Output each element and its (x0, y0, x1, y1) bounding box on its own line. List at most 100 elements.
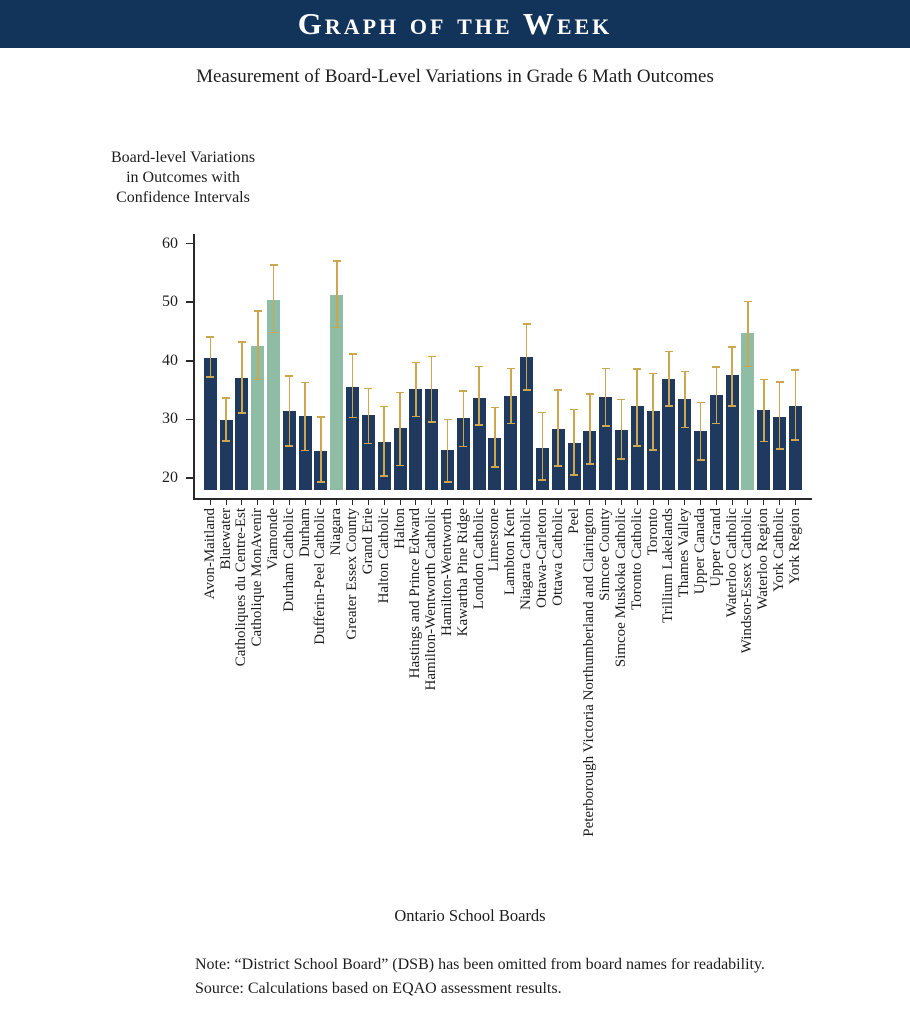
x-tick (731, 499, 733, 505)
error-bar-cap-bottom (554, 465, 563, 468)
x-tick (557, 499, 559, 505)
chart-subtitle: Measurement of Board-Level Variations in… (196, 66, 714, 87)
x-axis-label: Halton Catholic (375, 508, 392, 604)
error-bar (320, 417, 322, 483)
error-bar-cap-bottom (316, 481, 325, 483)
error-bar (383, 406, 386, 477)
y-tick-label: 40 (162, 351, 178, 369)
x-axis-label: Simcoe County (597, 508, 614, 601)
error-bar (573, 409, 575, 476)
bar (757, 409, 771, 490)
bar (282, 410, 296, 490)
banner-title: Graph of the Week (297, 6, 613, 41)
bar (788, 405, 802, 490)
x-axis-label: Thames Valley (676, 508, 693, 598)
x-tick (684, 499, 686, 505)
error-bar (747, 301, 749, 367)
error-bar-cap-top (348, 352, 357, 355)
error-bar-cap-top (301, 381, 310, 384)
error-bar (699, 402, 702, 460)
error-bar-cap-bottom (222, 440, 231, 442)
error-bar-cap-bottom (301, 449, 310, 452)
y-axis-title-line: Board-level Variations (110, 149, 256, 166)
error-bar-cap-bottom (522, 389, 531, 391)
error-bar-cap-top (585, 393, 594, 395)
error-bar-cap-top (680, 370, 689, 373)
error-bar-cap-bottom (396, 464, 405, 467)
error-bar-cap-top (506, 367, 515, 370)
x-axis-label: Niagara Catholic (518, 508, 535, 611)
error-bar (256, 310, 259, 380)
x-tick (636, 499, 638, 505)
bar (425, 388, 439, 490)
x-axis-label: Hamilton-Wentworth (439, 508, 455, 636)
x-axis-label: Kawartha Pine Ridge (454, 508, 471, 637)
error-bar (589, 394, 591, 464)
x-axis-label: Waterloo Catholic (723, 508, 740, 618)
error-bar (336, 261, 338, 328)
error-bar (462, 391, 465, 447)
x-tick (447, 499, 448, 505)
error-bar-cap-bottom (617, 458, 626, 461)
error-bar-cap-bottom (791, 439, 800, 441)
error-bar-cap-bottom (206, 376, 215, 378)
error-bar-cap-top (443, 418, 452, 421)
x-axis-label: Halton (391, 508, 408, 549)
error-bar-cap-top (206, 335, 215, 338)
chart-footer: Note: “District School Board” (DSB) has … (195, 953, 875, 1001)
error-bar-cap-bottom (253, 378, 262, 381)
bar (456, 418, 470, 490)
x-axis-label: Durham (296, 508, 313, 558)
error-bar-cap-top (759, 378, 768, 381)
error-bar-cap-bottom (743, 365, 752, 368)
bar (330, 295, 344, 490)
error-bar (304, 382, 306, 451)
x-tick (573, 499, 575, 505)
error-bar (762, 379, 765, 442)
error-bar-cap-bottom (728, 405, 737, 407)
error-bar-cap-bottom (332, 326, 341, 329)
bar (409, 389, 423, 490)
error-bar-cap-bottom (237, 412, 246, 414)
x-tick (399, 499, 401, 505)
x-tick (431, 499, 433, 505)
error-bar-cap-top (427, 355, 436, 358)
x-tick (367, 499, 369, 505)
error-bar (636, 368, 639, 446)
x-axis-label: Limestone (486, 508, 503, 572)
error-bar-cap-bottom (759, 440, 768, 443)
error-bar-cap-top (554, 389, 563, 391)
x-tick (668, 499, 670, 505)
error-bar (794, 370, 797, 440)
error-bar-cap-bottom (570, 474, 579, 476)
error-bar-cap-top (475, 365, 484, 368)
x-tick (478, 499, 480, 505)
error-bar-cap-top (411, 361, 420, 364)
error-bar-cap-top (316, 416, 325, 418)
error-bar (668, 351, 670, 406)
x-tick (241, 499, 243, 505)
error-bar (209, 336, 212, 378)
error-bar-cap-bottom (712, 422, 721, 425)
error-bar-cap-top (664, 350, 673, 353)
y-tick (186, 301, 193, 303)
x-tick (652, 499, 654, 505)
error-bar-cap-top (633, 368, 642, 370)
bar (267, 299, 281, 490)
bar (773, 417, 787, 490)
y-tick (186, 360, 193, 362)
x-tick (794, 499, 796, 505)
error-bar (241, 341, 243, 413)
x-tick (620, 499, 622, 505)
x-axis-label: Avon-Maitland (201, 508, 218, 600)
error-bar-cap-bottom (427, 420, 436, 423)
error-bar-cap-top (617, 398, 626, 401)
error-bar (509, 368, 512, 424)
y-tick (186, 477, 193, 479)
error-bar-cap-bottom (348, 416, 357, 419)
x-axis-label: Upper Canada (692, 508, 709, 595)
error-bar-cap-bottom (490, 466, 499, 468)
error-bar (525, 323, 528, 391)
bar (725, 375, 739, 490)
y-tick-label: 50 (162, 293, 178, 311)
